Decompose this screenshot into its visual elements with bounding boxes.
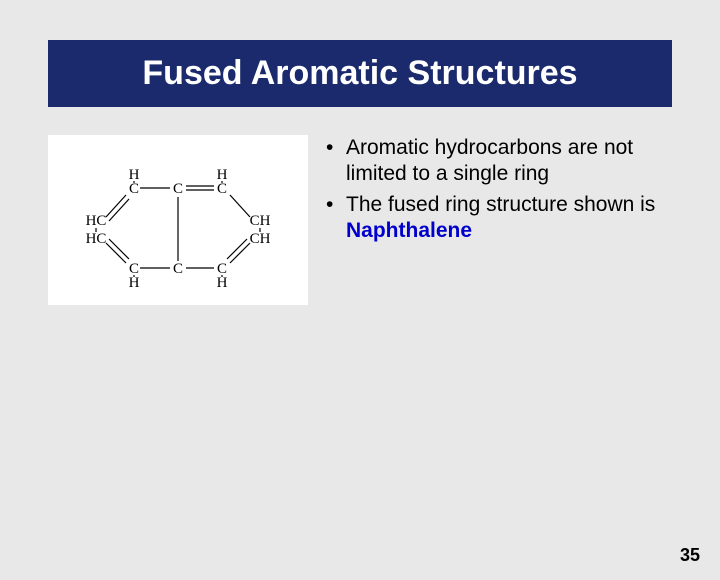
title-bar: Fused Aromatic Structures <box>48 40 672 107</box>
bullet-text-pre: The fused ring structure shown is <box>346 193 655 216</box>
page-number: 35 <box>680 545 700 566</box>
svg-text:H: H <box>129 167 140 183</box>
naphthalene-diagram: HC HC C H C H C C C H C H CH CH <box>48 135 308 305</box>
svg-text:C: C <box>129 181 139 197</box>
bullet-item: The fused ring structure shown is Naphth… <box>326 192 672 245</box>
svg-text:C: C <box>173 181 183 197</box>
svg-text:CH: CH <box>250 231 271 247</box>
svg-text:C: C <box>217 181 227 197</box>
svg-text:C: C <box>173 261 183 277</box>
svg-text:H: H <box>217 167 228 183</box>
slide-title: Fused Aromatic Structures <box>58 54 662 93</box>
svg-text:HC: HC <box>86 231 107 247</box>
bullet-highlight: Naphthalene <box>346 219 472 242</box>
bullet-item: Aromatic hydrocarbons are not limited to… <box>326 135 672 188</box>
svg-text:CH: CH <box>250 213 271 229</box>
svg-text:H: H <box>217 275 228 291</box>
content-row: HC HC C H C H C C C H C H CH CH <box>48 135 672 305</box>
svg-text:HC: HC <box>86 213 107 229</box>
svg-text:H: H <box>129 275 140 291</box>
bullet-text: Aromatic hydrocarbons are not limited to… <box>346 136 633 185</box>
bullet-list: Aromatic hydrocarbons are not limited to… <box>326 135 672 248</box>
